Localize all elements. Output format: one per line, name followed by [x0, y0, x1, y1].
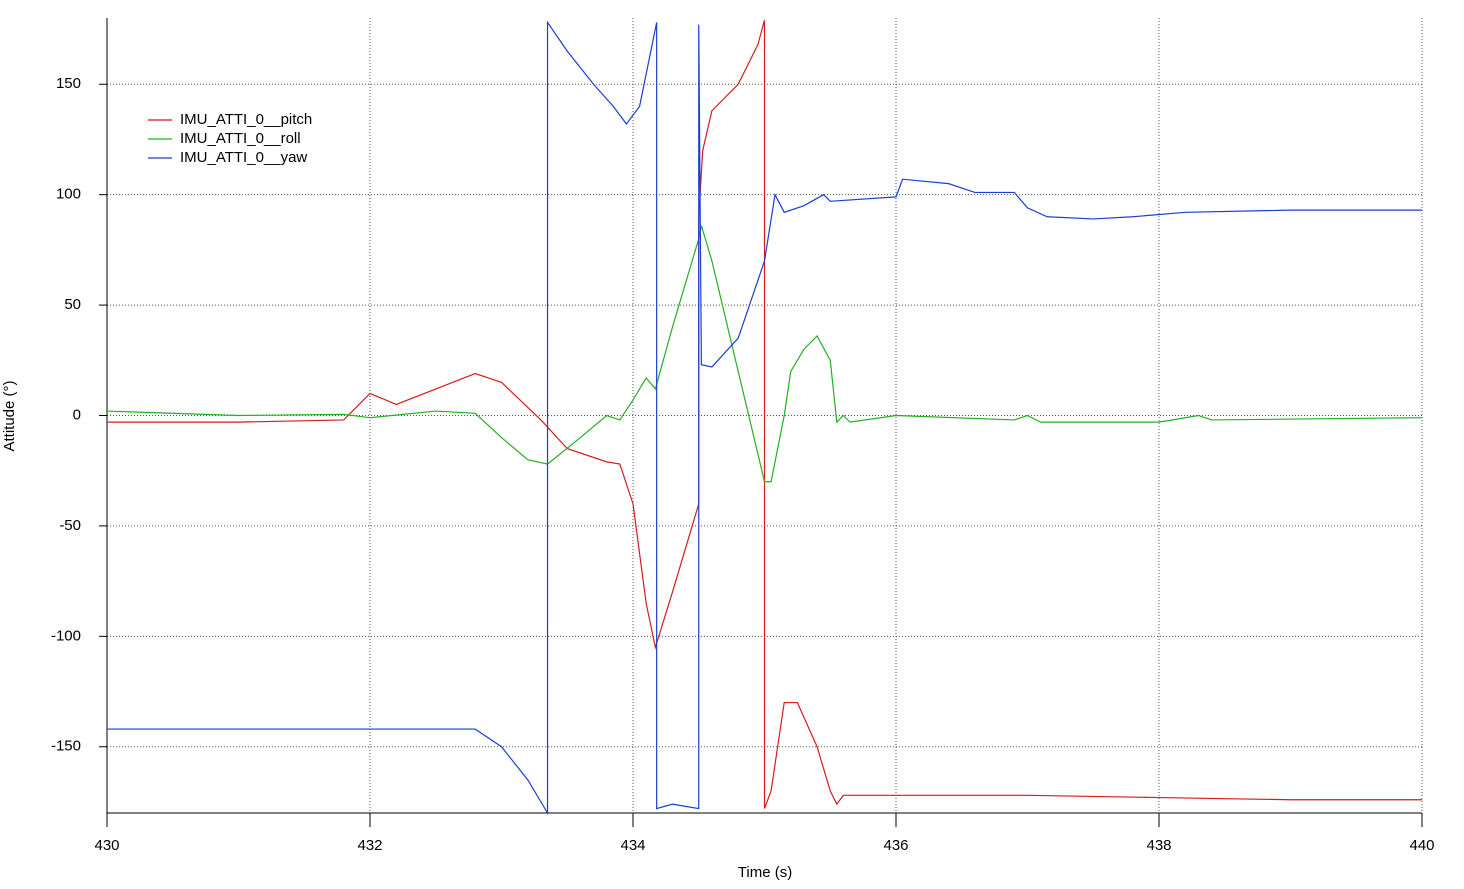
y-tick-label: 0: [73, 406, 81, 423]
x-tick-label: 440: [1409, 837, 1434, 854]
y-tick-label: -150: [51, 738, 81, 755]
y-tick-label: 150: [56, 75, 81, 92]
y-tick-label: -50: [59, 517, 81, 534]
x-tick-label: 436: [883, 837, 908, 854]
x-tick-label: 430: [94, 837, 119, 854]
series-line: [106, 225, 1423, 483]
legend-label: IMU_ATTI_0__roll: [180, 130, 301, 147]
legend-label: IMU_ATTI_0__yaw: [180, 149, 307, 166]
x-tick-label: 438: [1146, 837, 1171, 854]
x-tick-label: 434: [620, 837, 645, 854]
x-axis-label: Time (s): [738, 864, 792, 881]
y-tick-label: -100: [51, 627, 81, 644]
y-tick-label: 100: [56, 186, 81, 203]
legend-label: IMU_ATTI_0__pitch: [180, 111, 312, 128]
x-tick-label: 432: [357, 837, 382, 854]
y-axis-label: Attitude (°): [1, 380, 18, 451]
y-tick-label: 50: [64, 296, 81, 313]
series-line: [107, 20, 1422, 816]
series-line: [107, 20, 1422, 809]
